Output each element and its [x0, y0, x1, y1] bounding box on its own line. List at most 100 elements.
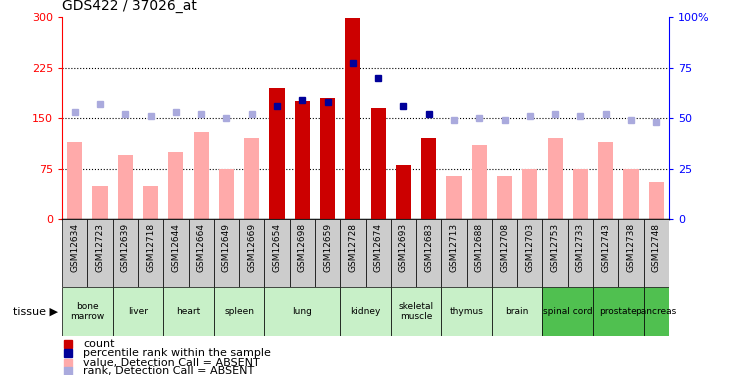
Text: GSM12649: GSM12649: [222, 223, 231, 272]
Text: brain: brain: [506, 307, 529, 316]
Text: rank, Detection Call = ABSENT: rank, Detection Call = ABSENT: [83, 366, 254, 375]
Bar: [265, 219, 289, 287]
Bar: [442, 219, 466, 287]
Text: GSM12693: GSM12693: [399, 223, 408, 272]
Bar: [492, 287, 542, 336]
Bar: [88, 219, 113, 287]
Text: bone
marrow: bone marrow: [70, 302, 105, 321]
Bar: [542, 219, 568, 287]
Text: tissue ▶: tissue ▶: [13, 306, 58, 316]
Text: skeletal
muscle: skeletal muscle: [398, 302, 433, 321]
Bar: [295, 101, 310, 219]
Text: GSM12683: GSM12683: [424, 223, 433, 272]
Bar: [643, 219, 669, 287]
Bar: [497, 176, 512, 219]
Bar: [618, 219, 643, 287]
Bar: [113, 219, 138, 287]
Bar: [416, 219, 442, 287]
Bar: [593, 287, 643, 336]
Text: GSM12639: GSM12639: [121, 223, 130, 272]
Text: GSM12698: GSM12698: [298, 223, 307, 272]
Text: GSM12659: GSM12659: [323, 223, 332, 272]
Bar: [118, 155, 133, 219]
Bar: [598, 142, 613, 219]
Text: percentile rank within the sample: percentile rank within the sample: [83, 348, 271, 358]
Bar: [62, 287, 113, 336]
Bar: [213, 287, 265, 336]
Bar: [340, 287, 391, 336]
Bar: [371, 108, 386, 219]
Text: GSM12674: GSM12674: [374, 223, 382, 272]
Text: GSM12703: GSM12703: [526, 223, 534, 272]
Bar: [471, 145, 487, 219]
Bar: [265, 287, 340, 336]
Text: GSM12708: GSM12708: [500, 223, 509, 272]
Text: pancreas: pancreas: [635, 307, 677, 316]
Bar: [213, 219, 239, 287]
Bar: [67, 142, 83, 219]
Bar: [391, 287, 442, 336]
Text: GSM12743: GSM12743: [601, 223, 610, 272]
Bar: [320, 98, 335, 219]
Bar: [219, 169, 234, 219]
Text: liver: liver: [128, 307, 148, 316]
Text: spleen: spleen: [224, 307, 254, 316]
Bar: [568, 219, 593, 287]
Bar: [289, 219, 315, 287]
Text: GSM12654: GSM12654: [273, 223, 281, 272]
Bar: [340, 219, 366, 287]
Text: spinal cord: spinal cord: [543, 307, 593, 316]
Bar: [522, 169, 537, 219]
Bar: [518, 219, 542, 287]
Bar: [270, 88, 284, 219]
Bar: [163, 219, 189, 287]
Bar: [189, 219, 213, 287]
Text: GSM12713: GSM12713: [450, 223, 458, 272]
Text: count: count: [83, 339, 115, 349]
Bar: [239, 219, 265, 287]
Bar: [62, 219, 88, 287]
Text: value, Detection Call = ABSENT: value, Detection Call = ABSENT: [83, 357, 260, 368]
Bar: [624, 169, 638, 219]
Bar: [391, 219, 416, 287]
Bar: [492, 219, 518, 287]
Bar: [194, 132, 209, 219]
Bar: [447, 176, 461, 219]
Text: prostate: prostate: [599, 307, 637, 316]
Text: GSM12738: GSM12738: [626, 223, 635, 272]
Bar: [113, 287, 163, 336]
Bar: [442, 287, 492, 336]
Text: GSM12664: GSM12664: [197, 223, 205, 272]
Bar: [643, 287, 669, 336]
Bar: [548, 138, 563, 219]
Text: heart: heart: [176, 307, 201, 316]
Text: GSM12718: GSM12718: [146, 223, 155, 272]
Bar: [345, 18, 360, 219]
Bar: [366, 219, 391, 287]
Bar: [395, 165, 411, 219]
Bar: [573, 169, 588, 219]
Text: GSM12688: GSM12688: [474, 223, 484, 272]
Bar: [92, 186, 107, 219]
Text: kidney: kidney: [350, 307, 381, 316]
Text: GSM12644: GSM12644: [171, 223, 181, 272]
Bar: [648, 182, 664, 219]
Text: GSM12733: GSM12733: [576, 223, 585, 272]
Bar: [143, 186, 158, 219]
Bar: [593, 219, 618, 287]
Text: GSM12723: GSM12723: [96, 223, 105, 272]
Text: GSM12748: GSM12748: [652, 223, 661, 272]
Text: GSM12634: GSM12634: [70, 223, 79, 272]
Bar: [138, 219, 163, 287]
Text: GSM12753: GSM12753: [550, 223, 560, 272]
Text: thymus: thymus: [450, 307, 484, 316]
Text: GDS422 / 37026_at: GDS422 / 37026_at: [62, 0, 197, 13]
Text: GSM12728: GSM12728: [349, 223, 357, 272]
Bar: [244, 138, 260, 219]
Bar: [542, 287, 593, 336]
Text: GSM12669: GSM12669: [247, 223, 257, 272]
Bar: [421, 138, 436, 219]
Bar: [163, 287, 213, 336]
Bar: [168, 152, 183, 219]
Bar: [466, 219, 492, 287]
